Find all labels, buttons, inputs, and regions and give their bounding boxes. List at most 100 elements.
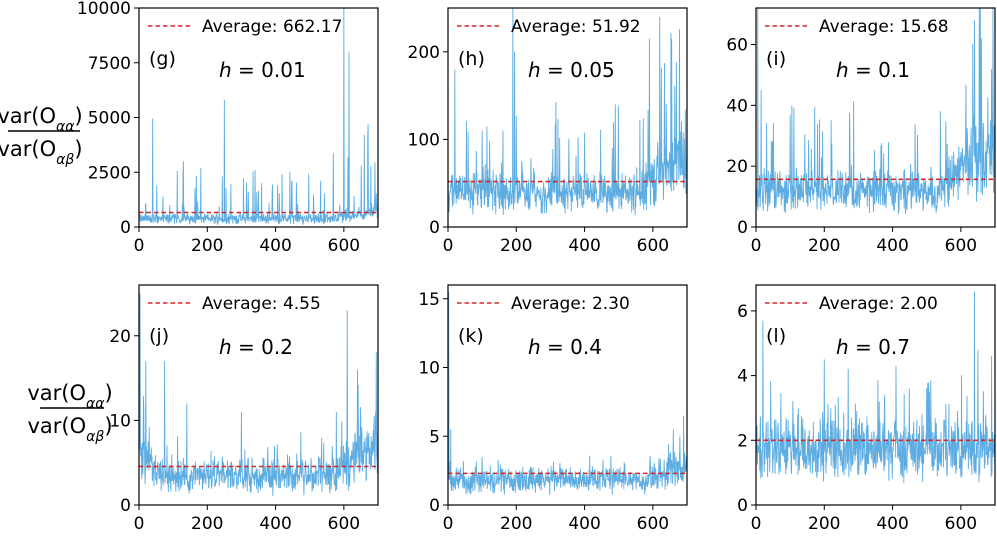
series-line <box>448 291 687 495</box>
h-value-label: h = 0.4 <box>528 335 602 359</box>
x-tick-label: 600 <box>328 514 360 534</box>
legend-average-value: 2.30 <box>592 294 630 314</box>
legend-average-value: 662.17 <box>283 17 342 37</box>
y-label-bottom-denominator: var(Oαβ) <box>27 414 112 445</box>
series-line <box>139 293 378 497</box>
x-tick-label: 200 <box>808 236 840 256</box>
panel-letter: (l) <box>766 325 786 347</box>
y-tick-label: 0 <box>737 496 748 516</box>
y-tick-label: 10 <box>418 359 440 379</box>
x-tick-label: 200 <box>500 236 532 256</box>
h-symbol: h <box>528 335 541 359</box>
x-tick-label: 600 <box>637 514 669 534</box>
x-tick-label: 0 <box>443 514 454 534</box>
y-tick-label: 20 <box>109 327 131 347</box>
panel-letter: (j) <box>149 325 169 347</box>
plot-frame <box>755 284 996 506</box>
x-tick-label: 400 <box>568 514 600 534</box>
y-tick-label: 7500 <box>88 54 131 74</box>
y-tick-label: 4 <box>737 367 748 387</box>
y-tick-label: 0 <box>737 218 748 238</box>
legend-label-prefix: Average: <box>511 17 592 37</box>
legend-label-prefix: Average: <box>819 17 900 37</box>
panel-letter: (i) <box>766 48 786 70</box>
legend-label: Average: 15.68 <box>819 17 949 37</box>
panel-i: 0 200 400 600 0 20 40 60 Average: 15.68 (i) h = 0.… <box>726 7 996 256</box>
y-tick-label: 2500 <box>88 163 131 183</box>
panel-l: 0 200 400 600 0 2 4 6 Average: 2.00 (l) h = 0.7 <box>737 284 996 534</box>
plot-frame <box>447 7 688 228</box>
y-tick-label: 2 <box>737 431 748 451</box>
panel-letter: (h) <box>458 48 485 70</box>
x-tick-label: 200 <box>808 514 840 534</box>
y-tick-label: 200 <box>408 43 440 63</box>
h-symbol: h <box>219 335 232 359</box>
legend-average-value: 15.68 <box>900 17 949 37</box>
h-value: 0.1 <box>878 58 910 82</box>
panel-j: 0 200 400 600 0 10 20 Average: 4.55 (j) h = 0.2 <box>109 284 379 534</box>
h-equals: = <box>541 335 570 359</box>
h-value-label: h = 0.05 <box>528 58 615 82</box>
x-tick-label: 0 <box>443 236 454 256</box>
y-tick-label: 6 <box>737 302 748 322</box>
h-value-label: h = 0.7 <box>836 335 910 359</box>
x-tick-label: 400 <box>259 514 291 534</box>
x-tick-label: 200 <box>500 514 532 534</box>
y-tick-label: 0 <box>429 218 440 238</box>
x-tick-label: 600 <box>945 236 977 256</box>
x-tick-label: 400 <box>876 514 908 534</box>
y-tick-label: 0 <box>120 496 131 516</box>
series-line <box>756 8 995 215</box>
x-tick-label: 200 <box>191 514 223 534</box>
h-symbol: h <box>836 58 849 82</box>
y-axis-label-bottom: var(Oαα) var(Oαβ) <box>27 381 112 445</box>
y-tick-label: 10000 <box>77 0 131 19</box>
y-tick-label: 10 <box>109 411 131 431</box>
legend-label: Average: 2.30 <box>511 294 630 314</box>
x-tick-label: 0 <box>134 236 145 256</box>
h-value-label: h = 0.1 <box>836 58 910 82</box>
plot-frame <box>447 284 688 506</box>
y-tick-label: 15 <box>418 290 440 310</box>
h-value: 0.01 <box>261 58 306 82</box>
plot-frame <box>755 7 996 228</box>
legend-label-prefix: Average: <box>819 294 900 314</box>
x-tick-label: 0 <box>134 514 145 534</box>
series-line <box>756 291 995 484</box>
h-symbol: h <box>528 58 541 82</box>
h-value: 0.2 <box>261 335 293 359</box>
y-tick-label: 5 <box>429 427 440 447</box>
h-equals: = <box>232 335 261 359</box>
y-axis-label-top: var(Oαα) var(Oαβ) <box>0 104 83 168</box>
x-tick-label: 400 <box>876 236 908 256</box>
h-equals: = <box>849 335 878 359</box>
legend-label-prefix: Average: <box>202 294 283 314</box>
y-tick-label: 100 <box>408 130 440 150</box>
panel-letter: (k) <box>458 325 484 347</box>
h-value-label: h = 0.2 <box>219 335 293 359</box>
y-label-top-denominator: var(Oαβ) <box>0 137 83 168</box>
y-tick-label: 20 <box>726 157 748 177</box>
legend-label: Average: 4.55 <box>202 294 321 314</box>
panel-h: 0 200 400 600 0 100 200 Average: 51.92 (h) h = 0.… <box>408 7 688 256</box>
plot-frame <box>138 284 379 506</box>
series-line <box>448 8 687 216</box>
x-tick-label: 600 <box>328 236 360 256</box>
h-value: 0.4 <box>570 335 602 359</box>
legend-average-value: 4.55 <box>283 294 321 314</box>
h-symbol: h <box>836 335 849 359</box>
y-tick-label: 0 <box>120 218 131 238</box>
x-tick-label: 200 <box>191 236 223 256</box>
x-tick-label: 0 <box>751 236 762 256</box>
panel-letter: (g) <box>149 48 176 70</box>
y-tick-label: 40 <box>726 96 748 116</box>
legend-label: Average: 662.17 <box>202 17 342 37</box>
legend-average-value: 2.00 <box>900 294 938 314</box>
y-tick-label: 60 <box>726 36 748 56</box>
legend-label: Average: 51.92 <box>511 17 641 37</box>
h-equals: = <box>849 58 878 82</box>
legend-label-prefix: Average: <box>202 17 283 37</box>
h-equals: = <box>541 58 570 82</box>
